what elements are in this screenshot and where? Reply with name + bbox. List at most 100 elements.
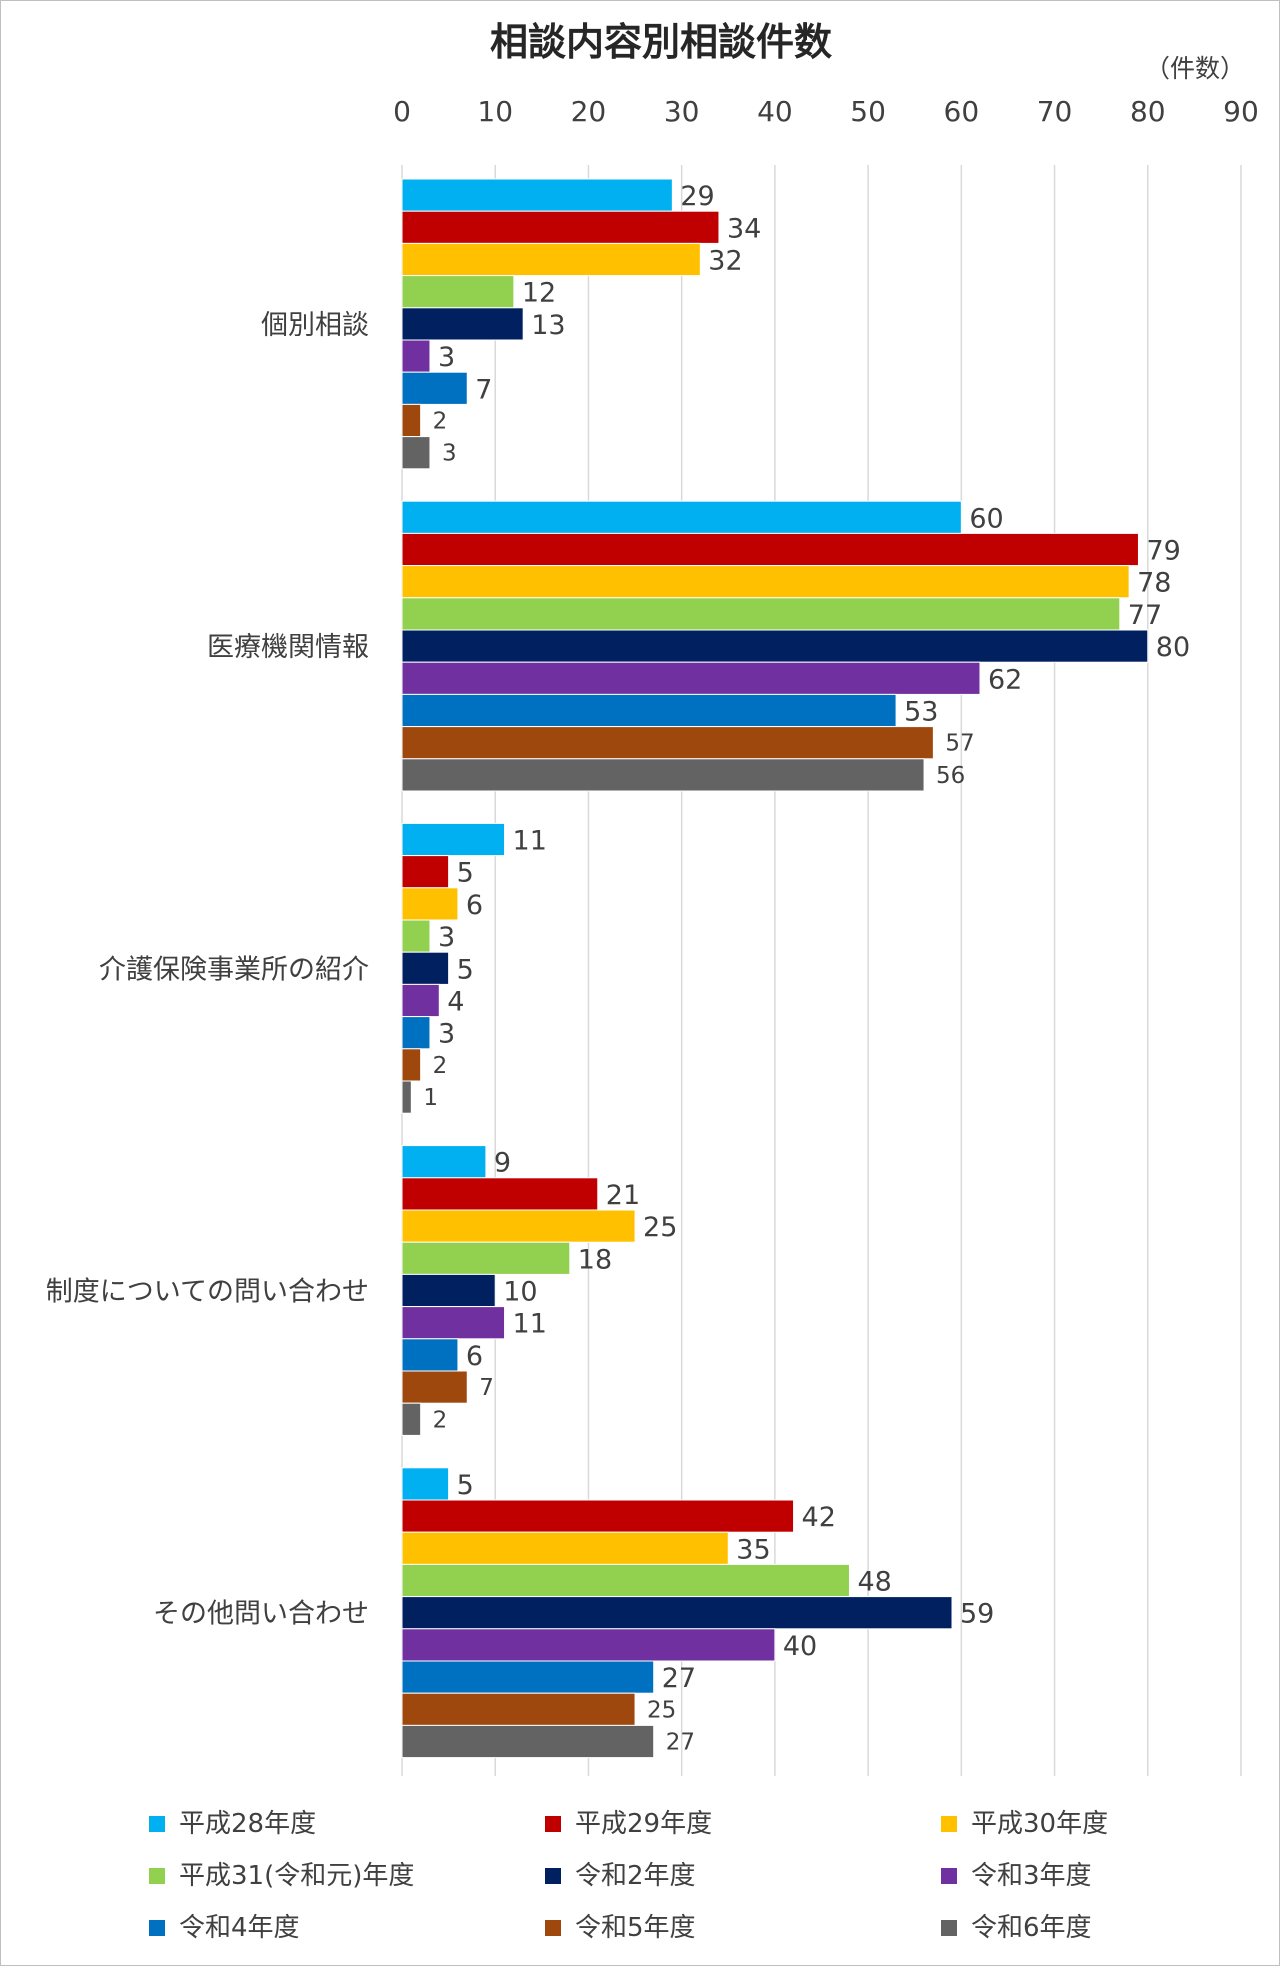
legend-label: 令和5年度 <box>575 1913 696 1943</box>
category-label: その他問い合わせ <box>153 1599 369 1630</box>
data-label: 2 <box>433 1053 448 1079</box>
bar <box>401 436 431 470</box>
bar <box>401 855 450 889</box>
data-label: 27 <box>662 1663 696 1694</box>
unit-label: （件数） <box>1145 54 1245 83</box>
x-tick-label: 90 <box>1223 95 1259 128</box>
x-tick-label: 0 <box>393 95 411 128</box>
bar <box>401 1596 953 1630</box>
data-label: 25 <box>643 1212 677 1243</box>
data-label: 11 <box>513 1309 547 1340</box>
legend-label: 平成30年度 <box>971 1809 1108 1839</box>
category-label: 介護保険事業所の紹介 <box>99 954 369 985</box>
data-label: 4 <box>447 987 464 1018</box>
data-label: 48 <box>857 1567 891 1598</box>
bar <box>401 693 897 728</box>
data-label: 5 <box>457 1470 474 1501</box>
legend-label: 平成28年度 <box>179 1809 316 1839</box>
data-label: 29 <box>680 181 714 212</box>
bar <box>401 1048 422 1082</box>
legend-label: 令和2年度 <box>575 1861 696 1891</box>
bar <box>401 1273 496 1308</box>
bar <box>401 500 962 534</box>
legend-swatch <box>941 1920 957 1936</box>
data-label: 7 <box>479 1375 494 1401</box>
data-label: 40 <box>783 1631 817 1662</box>
legend-label: 令和3年度 <box>971 1861 1092 1891</box>
data-labels: 2934321213372360797877806253575611563543… <box>423 181 1190 1755</box>
legend-swatch <box>149 1868 165 1884</box>
bar <box>401 1660 655 1694</box>
data-label: 56 <box>936 763 965 789</box>
bar <box>401 951 450 985</box>
data-label: 77 <box>1128 600 1162 631</box>
bar <box>401 565 1130 599</box>
data-label: 3 <box>442 441 457 467</box>
data-label: 57 <box>945 731 974 757</box>
bar <box>401 1016 431 1050</box>
category-label: 制度についての問い合わせ <box>46 1277 369 1308</box>
legend-swatch <box>941 1816 957 1832</box>
bar <box>401 1145 487 1179</box>
data-label: 18 <box>578 1244 612 1275</box>
bar <box>401 629 1149 663</box>
legend-swatch <box>545 1816 561 1832</box>
bar <box>401 919 431 953</box>
data-label: 35 <box>736 1534 770 1565</box>
x-tick-label: 30 <box>664 95 700 128</box>
data-label: 7 <box>475 374 492 405</box>
bar <box>401 1209 636 1243</box>
data-label: 42 <box>802 1502 836 1533</box>
bar <box>401 307 524 341</box>
legend-swatch <box>149 1920 165 1936</box>
bar <box>401 983 440 1018</box>
category-label: 個別相談 <box>261 310 369 341</box>
x-axis-ticks: 0 10 20 30 40 50 60 70 80 90 <box>393 95 1259 128</box>
legend-label: 令和6年度 <box>971 1913 1092 1943</box>
bar <box>401 1499 795 1533</box>
bar <box>401 661 981 695</box>
data-label: 1 <box>423 1085 438 1111</box>
chart-title: 相談内容別相談件数 <box>490 20 832 64</box>
x-tick-label: 70 <box>1037 95 1073 128</box>
bar <box>401 887 459 921</box>
data-label: 5 <box>457 858 474 889</box>
data-label: 5 <box>457 954 474 985</box>
bar <box>401 1692 636 1726</box>
bar <box>401 726 934 760</box>
data-label: 3 <box>438 342 455 373</box>
legend-swatch <box>545 1920 561 1936</box>
bar <box>401 1402 422 1436</box>
data-label: 2 <box>433 409 448 435</box>
category-label: 医療機関情報 <box>207 632 369 663</box>
bar <box>401 339 431 373</box>
x-tick-label: 80 <box>1130 95 1166 128</box>
data-label: 79 <box>1146 536 1180 567</box>
legend-label: 平成31(令和元)年度 <box>179 1861 414 1891</box>
data-label: 9 <box>494 1148 511 1179</box>
bar <box>401 1306 506 1340</box>
bar <box>401 1241 571 1275</box>
legend-label: 平成29年度 <box>575 1809 712 1839</box>
data-label: 3 <box>438 1019 455 1050</box>
legend-swatch <box>149 1816 165 1832</box>
data-label: 32 <box>708 246 742 277</box>
bar <box>401 1563 850 1598</box>
data-label: 6 <box>466 890 483 921</box>
data-label: 3 <box>438 922 455 953</box>
x-tick-label: 40 <box>757 95 793 128</box>
data-label: 13 <box>531 310 565 341</box>
data-label: 78 <box>1137 568 1171 599</box>
data-label: 21 <box>606 1180 640 1211</box>
bar <box>401 1467 450 1501</box>
data-label: 80 <box>1156 632 1190 663</box>
x-tick-label: 10 <box>477 95 513 128</box>
data-label: 59 <box>960 1599 994 1630</box>
x-tick-label: 60 <box>944 95 980 128</box>
bar <box>401 275 515 309</box>
legend-swatch <box>545 1868 561 1884</box>
data-label: 27 <box>666 1730 695 1756</box>
